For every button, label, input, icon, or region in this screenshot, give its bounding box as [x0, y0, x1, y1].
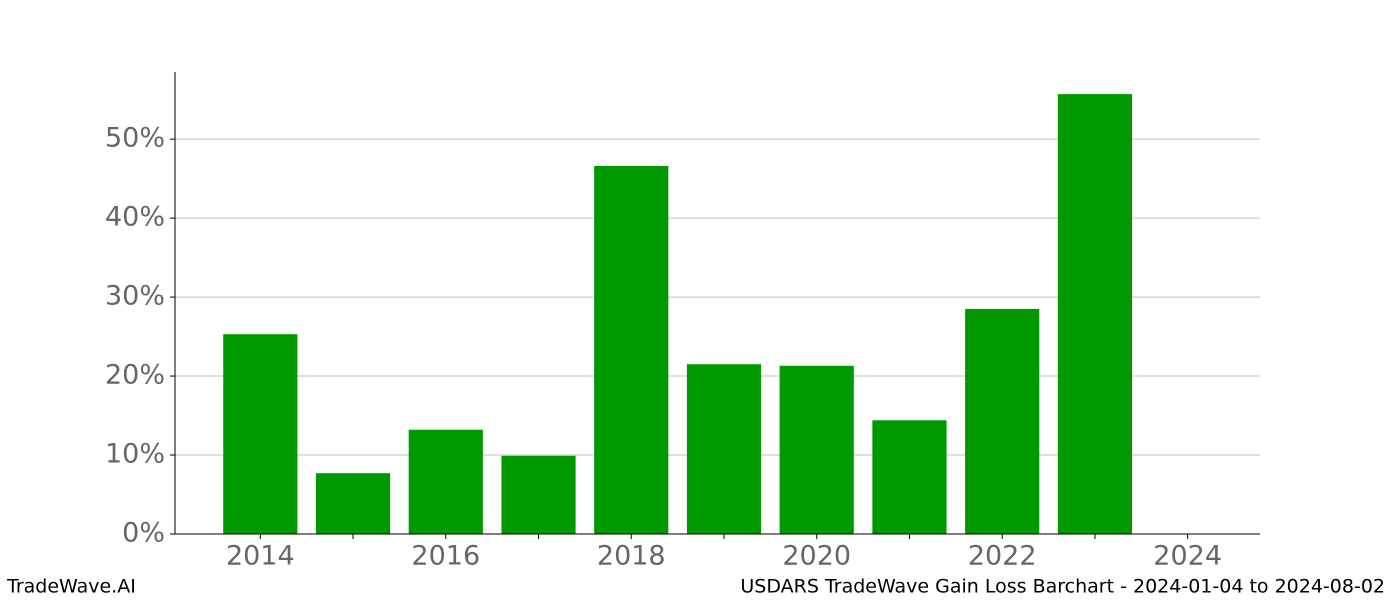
bar — [223, 334, 298, 534]
x-tick-label: 2024 — [1153, 541, 1222, 572]
y-tick-label: 50% — [105, 123, 165, 154]
y-tick-label: 40% — [105, 202, 165, 233]
y-tick-label: 30% — [105, 281, 165, 312]
bar — [1057, 94, 1133, 534]
y-tick-label: 20% — [105, 360, 165, 391]
bar — [315, 473, 391, 534]
footer-left: TradeWave.AI — [6, 576, 136, 598]
bar — [501, 455, 576, 534]
x-tick-label: 2020 — [782, 541, 851, 572]
y-tick-label: 10% — [105, 439, 165, 470]
x-tick-label: 2018 — [597, 541, 666, 572]
x-tick-label: 2016 — [411, 541, 480, 572]
footer-right: USDARS TradeWave Gain Loss Barchart - 20… — [740, 576, 1385, 598]
bar — [408, 429, 483, 534]
bar — [965, 308, 1040, 534]
y-tick-label: 0% — [122, 518, 165, 549]
bar — [872, 420, 947, 534]
bar — [779, 365, 854, 534]
bar — [686, 364, 762, 534]
bar — [594, 165, 669, 534]
x-tick-label: 2022 — [968, 541, 1037, 572]
x-tick-label: 2014 — [226, 541, 295, 572]
